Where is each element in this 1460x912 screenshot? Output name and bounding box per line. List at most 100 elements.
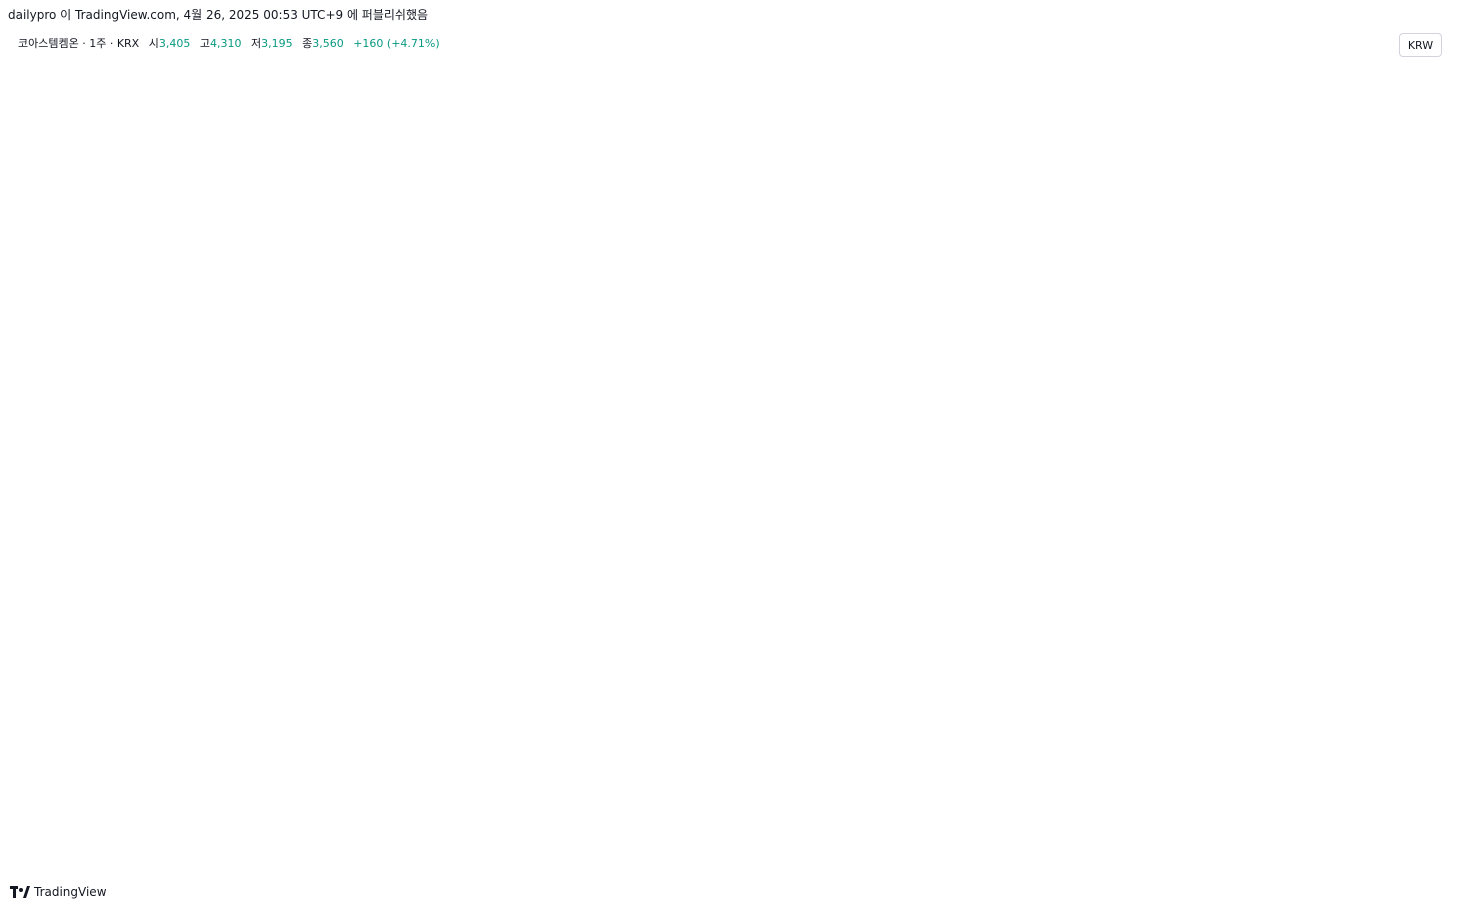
candle-body	[780, 230, 788, 270]
candle-body	[83, 337, 91, 346]
candle-body	[286, 429, 295, 446]
publish-info: dailypro 이 TradingView.com, 4월 26, 2025 …	[8, 8, 429, 22]
macd-badge-label: −209	[1406, 728, 1438, 741]
macd-line	[11, 634, 1149, 833]
candle-body	[919, 223, 927, 239]
x-tick-label: 9월	[774, 856, 791, 869]
candle-body	[715, 184, 724, 189]
macd-signal-line	[11, 639, 1149, 825]
candle-body	[544, 249, 552, 254]
candle-body	[169, 380, 177, 404]
candle-body	[747, 230, 756, 262]
candle-body	[265, 425, 274, 434]
macd-axis-label: −2,000	[1399, 768, 1440, 781]
earnings-marker-box	[614, 580, 632, 598]
band-blue	[22, 28, 45, 602]
candle-body	[1112, 527, 1120, 539]
candle-body	[51, 345, 59, 354]
candle-body	[136, 357, 145, 369]
footer-brand[interactable]: TradingView	[10, 885, 107, 899]
ma-line-purple_mid	[11, 260, 442, 382]
candle-body	[394, 422, 402, 430]
macd-axis-label: −1,000	[1399, 736, 1440, 749]
candle-body	[973, 510, 981, 514]
candle-body	[351, 433, 359, 442]
candle-body	[726, 188, 735, 193]
candle-body	[276, 425, 284, 430]
candle-body	[887, 93, 895, 166]
candle-body	[415, 399, 424, 404]
price-badge-label: 8,899	[1401, 317, 1436, 330]
candle-body	[855, 112, 863, 139]
band-pink	[440, 28, 463, 602]
candle-body	[640, 223, 649, 262]
candle-body	[8, 334, 16, 350]
candle-body	[1048, 517, 1056, 532]
price-axis-label: 7,000	[1409, 389, 1441, 402]
price-badge	[1396, 468, 1440, 485]
symbol-label[interactable]: 코아스템켐온 · 1주 · KRX	[18, 37, 140, 50]
band-red	[816, 28, 902, 602]
earnings-marker-label: E	[62, 585, 68, 596]
candle-body	[244, 410, 252, 415]
candle-body	[897, 93, 906, 193]
candle-body	[29, 337, 38, 361]
candle-body	[490, 318, 499, 338]
macd-axis-label: 1,000	[1409, 670, 1441, 683]
earnings-marker-box	[485, 580, 503, 598]
price-axis-label: 4,000	[1409, 504, 1441, 517]
earnings-marker-box	[57, 580, 75, 598]
price-axis-label: 5,000	[1409, 466, 1441, 479]
candle-body	[158, 376, 166, 381]
candle-body	[1090, 523, 1099, 532]
price-axis-label: 8,000	[1409, 351, 1441, 364]
candle-body	[329, 429, 338, 446]
change-value: +160 (+4.71%)	[353, 37, 440, 50]
macd-badge	[1394, 815, 1442, 832]
earnings-marker-box	[893, 580, 911, 598]
ma-line-purple_mid_2	[953, 248, 1150, 376]
chart-frame	[9, 25, 1451, 878]
candle-body	[201, 380, 209, 411]
candle-body	[61, 353, 70, 356]
macd-badge	[1394, 838, 1442, 855]
candle-body	[533, 253, 542, 293]
candle-body	[694, 135, 702, 193]
candle-body	[1058, 521, 1067, 524]
candle-body	[822, 200, 831, 205]
candle-body	[651, 204, 659, 224]
price-badge	[1396, 314, 1440, 331]
currency-button[interactable]: KRW	[1399, 33, 1442, 57]
price-axis-label: 14,000	[1402, 121, 1441, 134]
price-axis-label: 3,000	[1409, 542, 1441, 555]
candle-body	[93, 345, 102, 350]
earnings-marker-label: E	[899, 585, 905, 596]
candle-body	[994, 513, 1003, 526]
candle-body	[908, 192, 917, 224]
candle-body	[512, 303, 520, 327]
candle-body	[930, 200, 938, 231]
candle-body	[683, 131, 692, 136]
price-axis-label: 11,000	[1402, 236, 1441, 249]
candle-body	[308, 456, 316, 461]
candle-body	[1015, 529, 1024, 537]
macd-badge	[1424, 700, 1442, 717]
macd-axis-label: −3,000	[1399, 801, 1440, 814]
chart-legend: 코아스템켐온 · 1주 · KRX 시3,405 고4,310 저3,195 종…	[18, 35, 440, 51]
price-axis-label: 13,000	[1402, 160, 1441, 173]
earnings-marker-label: E	[341, 585, 347, 596]
high-value: 4,310	[209, 37, 242, 50]
close-label: 종	[302, 37, 313, 50]
candle-body	[565, 242, 574, 289]
band-pink	[483, 28, 527, 602]
price-axis-label: 6,000	[1409, 428, 1441, 441]
candle-body	[1144, 526, 1153, 533]
candle-body	[833, 131, 842, 205]
candle-body	[340, 441, 349, 446]
candle-body	[361, 433, 370, 438]
candle-body	[576, 246, 584, 289]
candle-body	[115, 349, 123, 354]
candle-body	[597, 223, 606, 231]
candle-body	[758, 246, 767, 262]
